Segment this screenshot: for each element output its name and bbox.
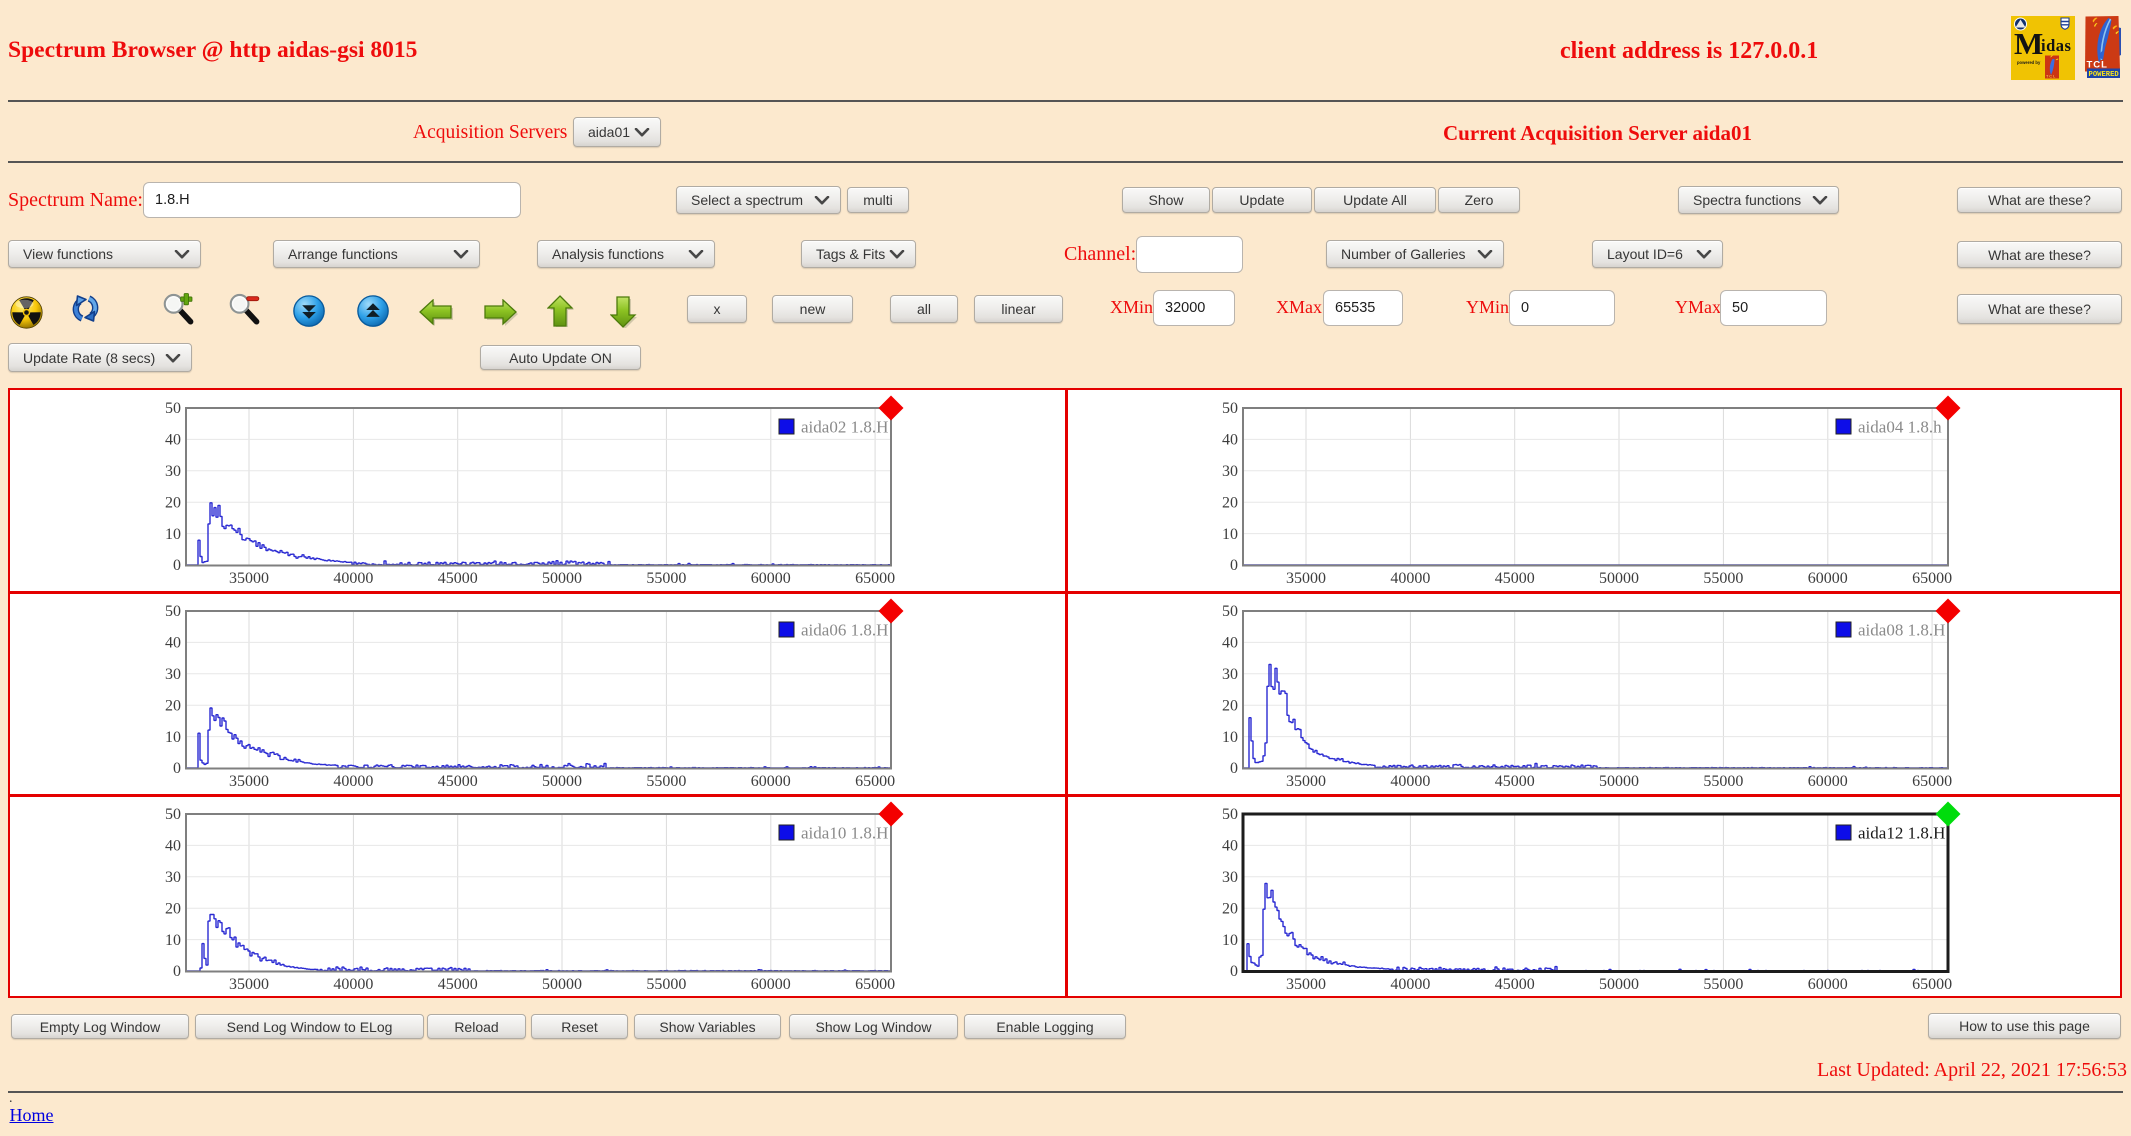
svg-text:10: 10 bbox=[1222, 729, 1238, 746]
svg-text:40: 40 bbox=[165, 432, 181, 449]
svg-text:40000: 40000 bbox=[333, 976, 373, 993]
svg-text:60000: 60000 bbox=[751, 570, 791, 587]
svg-text:30: 30 bbox=[1222, 869, 1238, 886]
svg-text:20: 20 bbox=[165, 697, 181, 714]
svg-text:45000: 45000 bbox=[1494, 773, 1534, 790]
svg-text:45000: 45000 bbox=[438, 570, 478, 587]
svg-text:35000: 35000 bbox=[1286, 773, 1326, 790]
svg-text:50: 50 bbox=[165, 806, 181, 823]
svg-text:aida04 1.8.h: aida04 1.8.h bbox=[1858, 418, 1942, 437]
svg-text:powered by: powered by bbox=[2017, 60, 2041, 65]
svg-text:65000: 65000 bbox=[855, 773, 895, 790]
svg-text:40000: 40000 bbox=[333, 570, 373, 587]
svg-text:55000: 55000 bbox=[1703, 773, 1743, 790]
svg-text:45000: 45000 bbox=[1494, 976, 1534, 993]
svg-text:30: 30 bbox=[1222, 666, 1238, 683]
svg-text:0: 0 bbox=[1230, 963, 1238, 980]
svg-text:45000: 45000 bbox=[1494, 570, 1534, 587]
svg-text:55000: 55000 bbox=[646, 570, 686, 587]
svg-text:55000: 55000 bbox=[646, 773, 686, 790]
svg-text:30: 30 bbox=[165, 666, 181, 683]
svg-text:60000: 60000 bbox=[1807, 570, 1847, 587]
svg-text:aida06 1.8.H: aida06 1.8.H bbox=[801, 621, 888, 640]
svg-text:aida10 1.8.H: aida10 1.8.H bbox=[801, 824, 888, 843]
svg-text:65000: 65000 bbox=[1912, 773, 1952, 790]
svg-text:10: 10 bbox=[165, 526, 181, 543]
svg-text:35000: 35000 bbox=[229, 570, 269, 587]
svg-text:0: 0 bbox=[173, 963, 181, 980]
svg-text:40: 40 bbox=[165, 838, 181, 855]
svg-text:50: 50 bbox=[165, 400, 181, 417]
svg-text:30: 30 bbox=[165, 869, 181, 886]
svg-text:60000: 60000 bbox=[751, 773, 791, 790]
svg-text:T C L: T C L bbox=[2046, 75, 2055, 79]
svg-text:20: 20 bbox=[1222, 900, 1238, 917]
svg-text:40000: 40000 bbox=[1390, 570, 1430, 587]
svg-text:55000: 55000 bbox=[1703, 570, 1743, 587]
svg-text:10: 10 bbox=[165, 932, 181, 949]
svg-text:40: 40 bbox=[1222, 635, 1238, 652]
svg-text:45000: 45000 bbox=[438, 773, 478, 790]
svg-text:aida02 1.8.H: aida02 1.8.H bbox=[801, 418, 888, 437]
svg-text:POWERED: POWERED bbox=[2089, 71, 2120, 79]
svg-text:10: 10 bbox=[165, 729, 181, 746]
svg-text:50000: 50000 bbox=[542, 976, 582, 993]
svg-text:40000: 40000 bbox=[1390, 976, 1430, 993]
svg-text:35000: 35000 bbox=[1286, 570, 1326, 587]
svg-text:40000: 40000 bbox=[1390, 773, 1430, 790]
svg-text:65000: 65000 bbox=[1912, 570, 1952, 587]
svg-text:65000: 65000 bbox=[855, 976, 895, 993]
svg-text:60000: 60000 bbox=[751, 976, 791, 993]
svg-text:55000: 55000 bbox=[646, 976, 686, 993]
svg-text:50000: 50000 bbox=[1599, 976, 1639, 993]
svg-text:0: 0 bbox=[173, 557, 181, 574]
svg-text:30: 30 bbox=[1222, 463, 1238, 480]
svg-text:10: 10 bbox=[1222, 932, 1238, 949]
svg-text:50000: 50000 bbox=[1599, 773, 1639, 790]
svg-text:TCL: TCL bbox=[2087, 60, 2108, 71]
svg-text:0: 0 bbox=[1230, 557, 1238, 574]
svg-text:20: 20 bbox=[165, 494, 181, 511]
svg-text:20: 20 bbox=[1222, 697, 1238, 714]
svg-text:aida12 1.8.H: aida12 1.8.H bbox=[1858, 824, 1945, 843]
svg-text:0: 0 bbox=[1230, 760, 1238, 777]
svg-text:35000: 35000 bbox=[1286, 976, 1326, 993]
svg-text:M: M bbox=[2014, 26, 2043, 61]
svg-text:65000: 65000 bbox=[855, 570, 895, 587]
svg-text:10: 10 bbox=[1222, 526, 1238, 543]
svg-text:35000: 35000 bbox=[229, 976, 269, 993]
svg-text:50: 50 bbox=[165, 603, 181, 620]
svg-text:aida08 1.8.H: aida08 1.8.H bbox=[1858, 621, 1945, 640]
svg-text:50: 50 bbox=[1222, 603, 1238, 620]
svg-text:45000: 45000 bbox=[438, 976, 478, 993]
svg-text:0: 0 bbox=[173, 760, 181, 777]
svg-text:50000: 50000 bbox=[542, 773, 582, 790]
svg-text:50000: 50000 bbox=[1599, 570, 1639, 587]
svg-text:30: 30 bbox=[165, 463, 181, 480]
svg-text:65000: 65000 bbox=[1912, 976, 1952, 993]
svg-text:40000: 40000 bbox=[333, 773, 373, 790]
svg-text:40: 40 bbox=[1222, 838, 1238, 855]
svg-text:35000: 35000 bbox=[229, 773, 269, 790]
svg-text:idas: idas bbox=[2041, 36, 2072, 55]
svg-text:55000: 55000 bbox=[1703, 976, 1743, 993]
svg-text:50: 50 bbox=[1222, 400, 1238, 417]
svg-text:60000: 60000 bbox=[1807, 773, 1847, 790]
svg-text:40: 40 bbox=[165, 635, 181, 652]
svg-text:50: 50 bbox=[1222, 806, 1238, 823]
svg-text:60000: 60000 bbox=[1807, 976, 1847, 993]
svg-text:40: 40 bbox=[1222, 432, 1238, 449]
svg-text:50000: 50000 bbox=[542, 570, 582, 587]
svg-text:20: 20 bbox=[165, 900, 181, 917]
svg-text:20: 20 bbox=[1222, 494, 1238, 511]
